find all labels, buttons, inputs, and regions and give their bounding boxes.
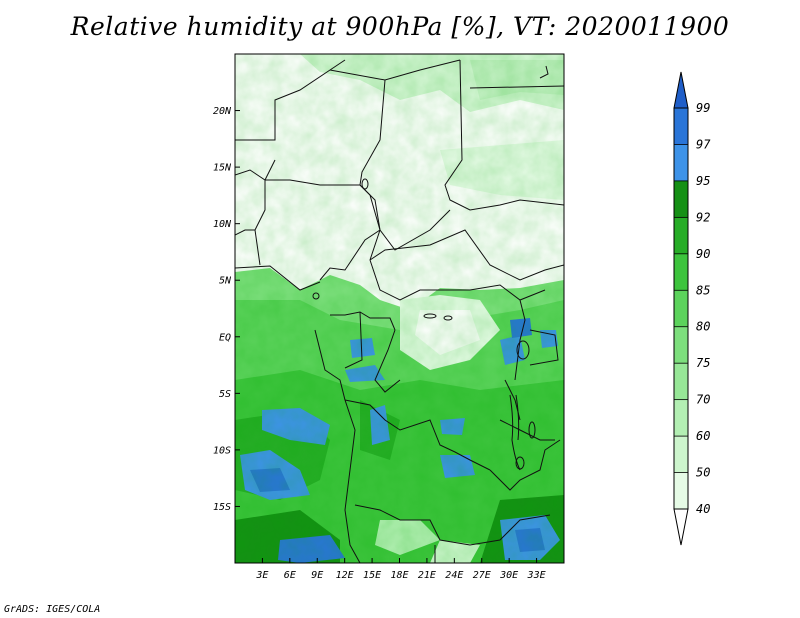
country-borders — [235, 59, 564, 563]
colorbar-box — [674, 180, 688, 218]
colorbar-label: 97 — [696, 137, 711, 151]
colorbar-box — [674, 144, 688, 181]
colorbar-label: 70 — [696, 393, 710, 407]
grads-credit: GrADS: IGES/COLA — [4, 604, 101, 615]
colorbar-box — [674, 472, 688, 509]
lat-tick-label: 10S — [213, 445, 231, 456]
lat-tick-label: 5S — [219, 389, 231, 400]
colorbar-label: 92 — [696, 210, 710, 224]
axis-ticks: 3E 6E 9E 12E 15E 18E 21E 24E 27E 30E 33E 20N 15N 10N 5… — [213, 106, 546, 581]
lon-tick-label: 9E — [311, 570, 323, 581]
lat-tick-label: 15S — [213, 502, 231, 513]
colorbar-label: 50 — [696, 466, 710, 480]
lon-tick-label: 24E — [445, 570, 463, 581]
colorbar-label: 95 — [696, 174, 710, 188]
lon-tick-label: 3E — [255, 570, 268, 581]
lat-tick-label: 20N — [213, 106, 232, 117]
lat-tick-label: 5N — [219, 276, 232, 287]
lon-tick-label: 6E — [284, 570, 296, 581]
lon-tick-label: 18E — [390, 570, 408, 581]
colorbar-box — [674, 253, 688, 291]
colorbar-upper-arrow — [673, 71, 689, 109]
colorbar-label: 80 — [696, 320, 710, 334]
humidity-field — [235, 54, 564, 563]
lon-tick-label: 33E — [527, 570, 546, 581]
colorbar-label: 85 — [696, 283, 710, 297]
colorbar-label: 60 — [696, 429, 710, 443]
colorbar-box — [674, 399, 688, 437]
lat-tick-label: 10N — [213, 219, 232, 230]
colorbar-lower-arrow — [673, 508, 689, 546]
colorbar-label: 90 — [696, 247, 710, 261]
colorbar: 40 50 60 70 75 80 85 90 92 95 97 99 — [673, 71, 711, 546]
map-title: Relative humidity at 900hPa [%], VT: 202… — [70, 12, 730, 41]
colorbar-label: 99 — [696, 101, 710, 115]
lakes — [312, 65, 549, 471]
colorbar-box — [674, 217, 688, 254]
lat-tick-label: EQ — [219, 332, 231, 343]
lon-tick-label: 27E — [473, 570, 491, 581]
colorbar-label: 75 — [696, 356, 710, 370]
colorbar-box — [674, 290, 688, 327]
lon-tick-label: 21E — [418, 570, 436, 581]
lon-tick-label: 15E — [363, 570, 381, 581]
colorbar-label: 40 — [696, 502, 710, 516]
colorbar-box — [674, 363, 688, 400]
lon-tick-label: 30E — [499, 570, 518, 581]
colorbar-box — [674, 108, 688, 145]
lon-tick-label: 12E — [336, 570, 354, 581]
colorbar-box — [674, 326, 688, 364]
lat-tick-label: 15N — [213, 163, 232, 174]
colorbar-box — [674, 436, 688, 473]
